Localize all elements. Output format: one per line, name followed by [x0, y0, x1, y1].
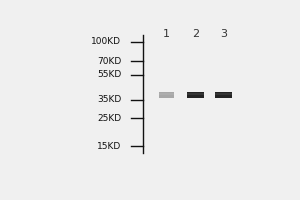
Bar	[214, 92, 232, 98]
Bar	[215, 93, 232, 95]
Bar	[187, 92, 205, 98]
Text: 25KD: 25KD	[97, 114, 121, 123]
Bar	[159, 93, 174, 95]
Text: 55KD: 55KD	[97, 70, 121, 79]
Text: 3: 3	[220, 29, 227, 39]
Bar	[187, 93, 204, 95]
Text: 2: 2	[192, 29, 199, 39]
Text: 35KD: 35KD	[97, 95, 121, 104]
Text: 70KD: 70KD	[97, 57, 121, 66]
Text: 15KD: 15KD	[97, 142, 121, 151]
Text: 100KD: 100KD	[91, 37, 121, 46]
Bar	[159, 92, 174, 98]
Text: 1: 1	[163, 29, 170, 39]
